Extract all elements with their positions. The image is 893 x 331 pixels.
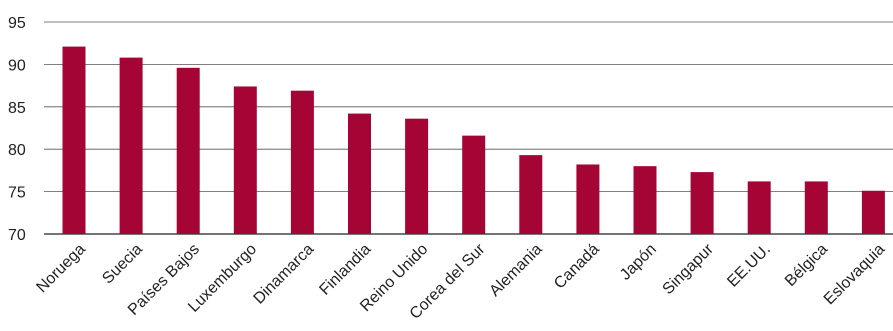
x-category-label: Suecia [99,241,146,288]
x-category-label: EE.UU. [724,241,774,291]
bar [462,135,486,234]
y-tick-label: 85 [8,100,26,117]
y-tick-label: 90 [8,57,26,74]
x-category-label: Finlandia [316,241,374,299]
bar [576,164,600,234]
x-category-label: Japón [617,241,660,284]
x-category-label: Bélgica [782,241,831,290]
x-category-label: Eslovaquia [821,241,888,308]
bar [176,67,200,235]
y-tick-label: 75 [8,185,26,202]
bar [62,46,86,235]
bar [804,181,828,234]
bars [62,46,885,235]
bar [633,166,657,234]
y-axis-ticks: 70 75 80 85 90 95 [8,15,26,244]
x-category-label: Alemania [486,241,545,300]
bar [233,86,257,234]
bar [405,118,429,234]
y-tick-label: 70 [8,227,26,244]
x-category-label: Noruega [33,241,88,296]
x-category-label: Singapur [660,240,718,298]
y-tick-label: 80 [8,142,26,159]
x-category-label: Canadá [551,241,603,293]
bar [861,190,885,234]
bar [747,181,771,234]
y-tick-label: 95 [8,15,26,32]
bar [348,113,371,234]
x-category-label: Dinamarca [251,241,318,308]
bar [119,57,143,235]
bar [290,90,314,234]
bar [519,155,543,234]
bar [690,172,714,234]
